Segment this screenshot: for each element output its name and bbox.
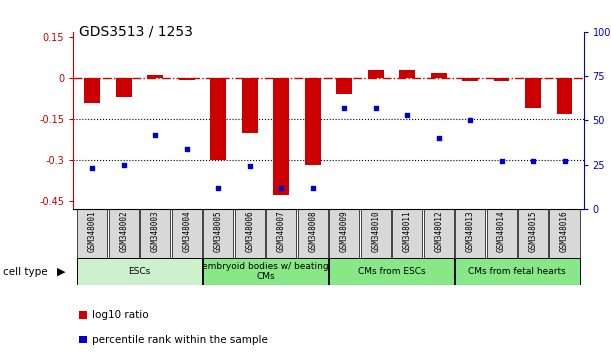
Bar bbox=[455, 258, 580, 285]
Point bbox=[434, 135, 444, 141]
Point bbox=[497, 158, 507, 164]
Text: embryoid bodies w/ beating
CMs: embryoid bodies w/ beating CMs bbox=[202, 262, 329, 281]
Bar bbox=[423, 209, 454, 258]
Point bbox=[529, 158, 538, 164]
Bar bbox=[203, 209, 233, 258]
Point bbox=[213, 185, 223, 190]
Text: GSM348008: GSM348008 bbox=[308, 210, 317, 252]
Bar bbox=[525, 78, 541, 108]
Bar bbox=[273, 78, 289, 195]
Point bbox=[245, 164, 255, 169]
Text: GSM348016: GSM348016 bbox=[560, 210, 569, 252]
Bar bbox=[455, 209, 485, 258]
Bar bbox=[140, 209, 170, 258]
Bar bbox=[329, 258, 454, 285]
Point bbox=[182, 146, 192, 152]
Bar bbox=[494, 78, 510, 81]
Bar bbox=[203, 258, 327, 285]
Bar bbox=[172, 209, 202, 258]
Bar bbox=[392, 209, 422, 258]
Bar bbox=[210, 78, 226, 160]
Bar bbox=[336, 78, 352, 95]
Text: GSM348002: GSM348002 bbox=[119, 210, 128, 252]
Text: GDS3513 / 1253: GDS3513 / 1253 bbox=[79, 25, 193, 39]
Point bbox=[560, 158, 569, 164]
Text: CMs from fetal hearts: CMs from fetal hearts bbox=[469, 267, 566, 276]
Text: GSM348004: GSM348004 bbox=[182, 210, 191, 252]
Bar bbox=[77, 209, 108, 258]
Bar bbox=[77, 258, 202, 285]
Bar bbox=[298, 209, 327, 258]
Text: GSM348003: GSM348003 bbox=[151, 210, 159, 252]
Point bbox=[87, 165, 97, 171]
Bar bbox=[486, 209, 517, 258]
Bar bbox=[399, 70, 415, 78]
Point bbox=[119, 162, 128, 167]
Text: GSM348010: GSM348010 bbox=[371, 210, 380, 252]
Text: GSM348005: GSM348005 bbox=[214, 210, 222, 252]
Text: ESCs: ESCs bbox=[128, 267, 150, 276]
Text: GSM348009: GSM348009 bbox=[340, 210, 349, 252]
Bar bbox=[549, 209, 580, 258]
Text: GSM348014: GSM348014 bbox=[497, 210, 506, 252]
Bar bbox=[84, 78, 100, 103]
Bar bbox=[368, 70, 384, 78]
Bar bbox=[179, 78, 194, 80]
Text: CMs from ESCs: CMs from ESCs bbox=[357, 267, 425, 276]
Point bbox=[150, 132, 160, 137]
Bar bbox=[518, 209, 548, 258]
Text: percentile rank within the sample: percentile rank within the sample bbox=[92, 335, 268, 345]
Bar bbox=[329, 209, 359, 258]
Point bbox=[308, 185, 318, 190]
Point bbox=[276, 185, 286, 190]
Text: GSM348013: GSM348013 bbox=[466, 210, 475, 252]
Bar bbox=[147, 75, 163, 78]
Point bbox=[402, 112, 412, 118]
Text: GSM348001: GSM348001 bbox=[88, 210, 97, 252]
Bar bbox=[360, 209, 391, 258]
Bar bbox=[235, 209, 265, 258]
Bar bbox=[266, 209, 296, 258]
Bar bbox=[305, 78, 321, 165]
Text: GSM348011: GSM348011 bbox=[403, 210, 412, 252]
Bar bbox=[242, 78, 258, 133]
Text: ▶: ▶ bbox=[57, 267, 65, 276]
Text: GSM348006: GSM348006 bbox=[245, 210, 254, 252]
Bar bbox=[557, 78, 573, 114]
Text: log10 ratio: log10 ratio bbox=[92, 310, 148, 320]
Point bbox=[465, 118, 475, 123]
Text: cell type: cell type bbox=[3, 267, 48, 276]
Point bbox=[371, 105, 381, 111]
Text: GSM348012: GSM348012 bbox=[434, 210, 443, 252]
Text: GSM348015: GSM348015 bbox=[529, 210, 538, 252]
Bar bbox=[431, 73, 447, 78]
Bar bbox=[463, 78, 478, 81]
Point bbox=[339, 105, 349, 111]
Bar bbox=[109, 209, 139, 258]
Text: GSM348007: GSM348007 bbox=[277, 210, 286, 252]
Bar bbox=[116, 78, 131, 97]
